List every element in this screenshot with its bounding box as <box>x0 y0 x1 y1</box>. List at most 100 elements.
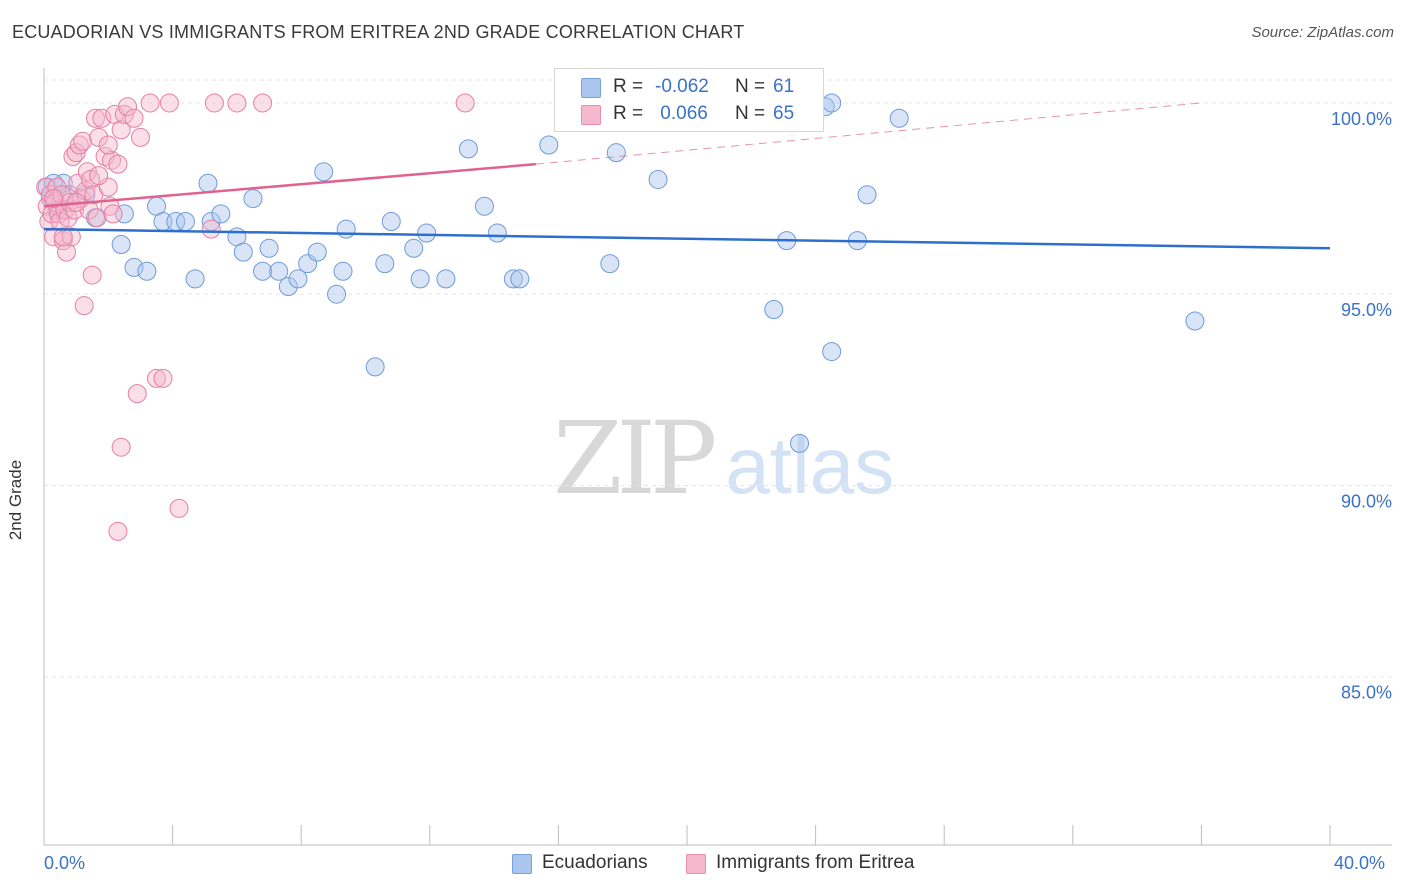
point-ecuadorians <box>600 254 620 274</box>
point-ecuadorians <box>375 254 395 274</box>
point-eritrea <box>108 521 128 541</box>
legend-row-ecuadorians: R = -0.062 N = 61 <box>555 73 823 101</box>
point-eritrea <box>63 147 83 166</box>
legend-swatch-ecuadorians <box>512 854 532 874</box>
point-ecuadorians <box>404 238 424 258</box>
watermark-zip: ZIP <box>553 400 717 517</box>
point-ecuadorians <box>764 300 784 319</box>
point-ecuadorians <box>503 269 523 289</box>
point-ecuadorians <box>124 257 144 277</box>
chart-title: ECUADORIAN VS IMMIGRANTS FROM ERITREA 2N… <box>12 22 745 42</box>
point-ecuadorians <box>243 189 263 209</box>
point-eritrea <box>57 242 77 262</box>
legend-n-value: 61 <box>773 76 795 97</box>
point-eritrea <box>130 127 150 147</box>
point-eritrea <box>253 93 273 113</box>
point-ecuadorians <box>790 433 810 453</box>
point-ecuadorians <box>1185 311 1205 331</box>
point-ecuadorians <box>137 261 157 281</box>
point-eritrea <box>85 108 105 128</box>
watermark: ZIP atlas <box>553 400 894 517</box>
point-ecuadorians <box>198 173 218 193</box>
point-eritrea <box>124 108 144 128</box>
point-eritrea <box>73 131 93 151</box>
y-tick-label: 90.0% <box>1341 491 1392 511</box>
y-tick-label: 100.0% <box>1331 109 1392 129</box>
point-ecuadorians <box>175 212 195 232</box>
point-eritrea <box>147 368 167 388</box>
point-eritrea <box>39 212 59 232</box>
legend-r-label: R = <box>613 76 644 97</box>
point-eritrea <box>127 384 147 404</box>
point-eritrea <box>204 93 224 113</box>
point-ecuadorians <box>889 108 909 128</box>
point-eritrea <box>66 143 86 163</box>
x-tick-label-max: 40.0% <box>1334 853 1386 873</box>
point-ecuadorians <box>822 93 842 113</box>
point-eritrea <box>227 93 247 113</box>
point-ecuadorians <box>648 169 668 189</box>
point-eritrea <box>103 204 123 224</box>
point-eritrea <box>118 97 138 117</box>
bottom-legend: Ecuadorians Immigrants from Eritrea <box>0 852 1406 878</box>
point-ecuadorians <box>278 277 298 297</box>
point-eritrea <box>169 498 189 518</box>
y-tick-label: 85.0% <box>1341 683 1392 703</box>
point-ecuadorians <box>857 185 877 205</box>
point-ecuadorians <box>185 269 205 289</box>
legend-swatch-eritrea <box>686 854 706 874</box>
point-eritrea <box>92 108 112 128</box>
legend-n-value: 65 <box>773 103 795 124</box>
point-eritrea <box>82 265 102 285</box>
point-ecuadorians <box>327 284 347 304</box>
point-eritrea <box>140 93 160 113</box>
point-ecuadorians <box>487 223 507 243</box>
point-eritrea <box>98 135 118 155</box>
point-eritrea <box>455 93 475 113</box>
point-eritrea <box>108 154 128 174</box>
point-ecuadorians <box>288 269 308 289</box>
point-ecuadorians <box>307 242 327 262</box>
point-eritrea <box>69 135 89 155</box>
point-ecuadorians <box>314 162 334 182</box>
point-ecuadorians <box>822 342 842 362</box>
point-eritrea <box>89 166 109 186</box>
point-eritrea <box>159 93 179 113</box>
point-ecuadorians <box>336 219 356 239</box>
point-ecuadorians <box>269 261 289 281</box>
point-ecuadorians <box>410 269 430 289</box>
point-ecuadorians <box>211 204 231 224</box>
point-eritrea <box>114 104 134 124</box>
point-eritrea <box>74 296 94 316</box>
trendline-eritrea <box>43 162 537 208</box>
point-eritrea <box>61 227 81 247</box>
point-ecuadorians <box>381 212 401 232</box>
point-ecuadorians <box>539 135 559 155</box>
point-eritrea <box>89 127 109 147</box>
y-tick-label: 95.0% <box>1341 300 1392 320</box>
legend-r-value: 0.066 <box>655 103 708 124</box>
legend-row-eritrea: R = 0.066 N = 65 <box>555 100 823 128</box>
point-ecuadorians <box>365 357 385 377</box>
x-tick-label-min: 0.0% <box>44 853 86 873</box>
point-ecuadorians <box>606 143 626 163</box>
point-ecuadorians <box>233 242 253 262</box>
legend-r-label: R = <box>613 103 644 124</box>
point-eritrea <box>111 120 131 140</box>
point-ecuadorians <box>458 139 478 159</box>
point-ecuadorians <box>417 223 437 243</box>
legend-swatch-ecuadorians <box>581 78 601 98</box>
point-ecuadorians <box>474 196 494 216</box>
point-ecuadorians <box>111 234 131 254</box>
point-eritrea <box>87 208 107 228</box>
point-eritrea <box>53 227 73 247</box>
trendline-ecuadorians <box>43 227 1331 250</box>
point-ecuadorians <box>253 261 273 281</box>
stats-legend: R = -0.062 N = 61 R = 0.066 N = 65 <box>554 68 824 132</box>
legend-n-label: N = <box>735 103 766 124</box>
point-eritrea <box>77 162 97 182</box>
legend-n-label: N = <box>735 76 766 97</box>
point-eritrea <box>65 200 85 220</box>
legend-label-ecuadorians: Ecuadorians <box>542 852 648 873</box>
